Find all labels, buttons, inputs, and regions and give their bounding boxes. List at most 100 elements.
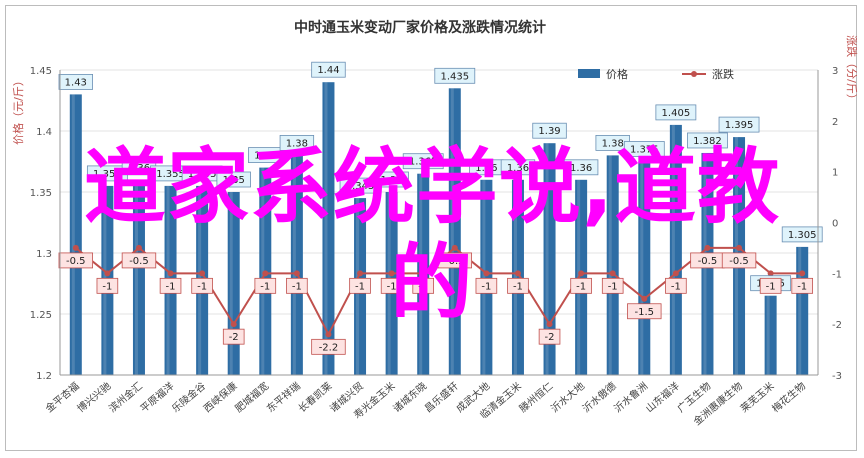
x-tick-label: 昌乐盛轩: [422, 379, 461, 415]
line-data-label: -1: [387, 281, 397, 292]
y-tick-label: 1.3: [36, 249, 52, 260]
line-data-label: -1: [292, 281, 302, 292]
line-label-box: [254, 277, 277, 294]
bar-label-box: [402, 153, 444, 170]
x-tick-label: 金平杏福: [43, 379, 82, 415]
y2-tick-label: -2: [832, 320, 842, 331]
line-point: [704, 244, 711, 251]
x-tick-label: 莱芜玉米: [738, 379, 777, 415]
bar-highlight: [324, 82, 328, 375]
line-label-box: [58, 252, 93, 269]
x-tick-label: 乐陵金谷: [169, 379, 208, 415]
line-data-label: -1: [797, 281, 807, 292]
line-label-box: [538, 328, 561, 345]
bar: [132, 179, 145, 375]
line-label-box: [380, 277, 403, 294]
bar-highlight: [71, 94, 75, 376]
line-point: [262, 270, 269, 277]
bar: [575, 179, 588, 375]
bar-data-label: 1.36: [507, 163, 529, 174]
line-point: [199, 270, 206, 277]
line-data-label: -0.5: [445, 256, 465, 267]
line-data-label: -1: [260, 281, 270, 292]
line-point: [483, 270, 490, 277]
y-tick-label: 1.25: [30, 310, 52, 321]
bar: [511, 179, 524, 375]
y-tick-label: 1.2: [36, 371, 52, 382]
line-point: [514, 270, 521, 277]
legend: 价格 涨跌: [578, 67, 734, 81]
x-tick-label: 博兴兴驰: [74, 379, 113, 415]
bar-label-box: [623, 141, 665, 157]
x-tick-label: 平原福洋: [137, 379, 176, 415]
bar-data-label: 1.365: [409, 157, 438, 168]
bar-highlight: [292, 155, 296, 375]
line-point: [135, 244, 142, 251]
line-data-label: -2: [545, 332, 555, 343]
bar-label-box: [687, 132, 728, 149]
bar-highlight: [513, 179, 517, 375]
line-data-label: -1: [197, 281, 207, 292]
y-axis-label: 价格（元/斤）: [11, 75, 25, 145]
line-point: [799, 270, 806, 277]
x-tick-label: 沂水鲁洲: [611, 379, 650, 415]
bar-data-label: 1.38: [286, 138, 308, 149]
line-label-box: [349, 277, 371, 294]
y2-axis-label: 涨跌（分/斤）: [845, 35, 859, 105]
legend-swatch-bar: [578, 69, 600, 78]
line-data-label: -0.5: [129, 256, 149, 267]
x-tick-label: 沂水大地: [548, 379, 587, 415]
bar-series: [69, 82, 809, 376]
line-label-box: [121, 252, 157, 269]
chart-title: 中时通玉米变动厂家价格及涨跌情况统计: [294, 19, 546, 36]
line-point: [672, 270, 679, 277]
y-tick-label: 1.35: [30, 188, 52, 199]
line-point: [546, 321, 553, 328]
bar-data-label: 1.305: [788, 230, 817, 241]
x-tick-label: 肥城福宽: [232, 379, 271, 415]
line-label-box: [665, 277, 687, 294]
line-point: [230, 321, 237, 328]
line-data-label: -1: [418, 281, 428, 292]
line-label-box: [507, 277, 529, 294]
line-point: [325, 331, 332, 338]
line-data-label: -1: [766, 281, 776, 292]
line-point: [641, 295, 648, 302]
bar-highlight: [671, 124, 675, 376]
bar-data-label: 1.36: [128, 163, 150, 174]
bar-label-box: [248, 147, 283, 164]
line-data-label: -1: [608, 281, 618, 292]
bar-data-label: 1.44: [317, 65, 339, 76]
bar-label-box: [532, 122, 567, 139]
bar-label-box: [216, 171, 251, 188]
bar-data-label: 1.38: [602, 138, 624, 149]
x-tick-label: 东平祥瑞: [264, 379, 303, 415]
line-label-box: [570, 277, 592, 294]
line-point: [388, 270, 395, 277]
x-tick-label: 长春凯莱: [295, 379, 334, 415]
line-label-box: [286, 277, 308, 294]
line-label-box: [159, 277, 182, 294]
line-point: [357, 270, 364, 277]
line-label-box: [601, 277, 624, 294]
bar: [796, 246, 809, 375]
line-data-label: -1: [513, 281, 523, 292]
line-data-label: -1: [102, 281, 112, 292]
line-label-box: [759, 277, 782, 294]
bar-data-label: 1.375: [630, 145, 659, 156]
line-data-label: -2.2: [319, 342, 339, 353]
bar-data-label: 1.405: [662, 108, 691, 119]
bar-highlight: [608, 155, 612, 375]
line-point: [72, 244, 79, 251]
bar: [543, 143, 556, 375]
bar-data-label: 1.345: [346, 181, 375, 192]
line-data-label: -1: [166, 281, 176, 292]
bar: [227, 192, 240, 375]
bar-label-box: [279, 134, 315, 151]
chart-frame: [5, 5, 857, 451]
line-label-box: [475, 277, 498, 294]
x-tick-label: 梅花生物: [769, 379, 808, 415]
x-tick-label: 滨州金汇: [106, 379, 145, 415]
